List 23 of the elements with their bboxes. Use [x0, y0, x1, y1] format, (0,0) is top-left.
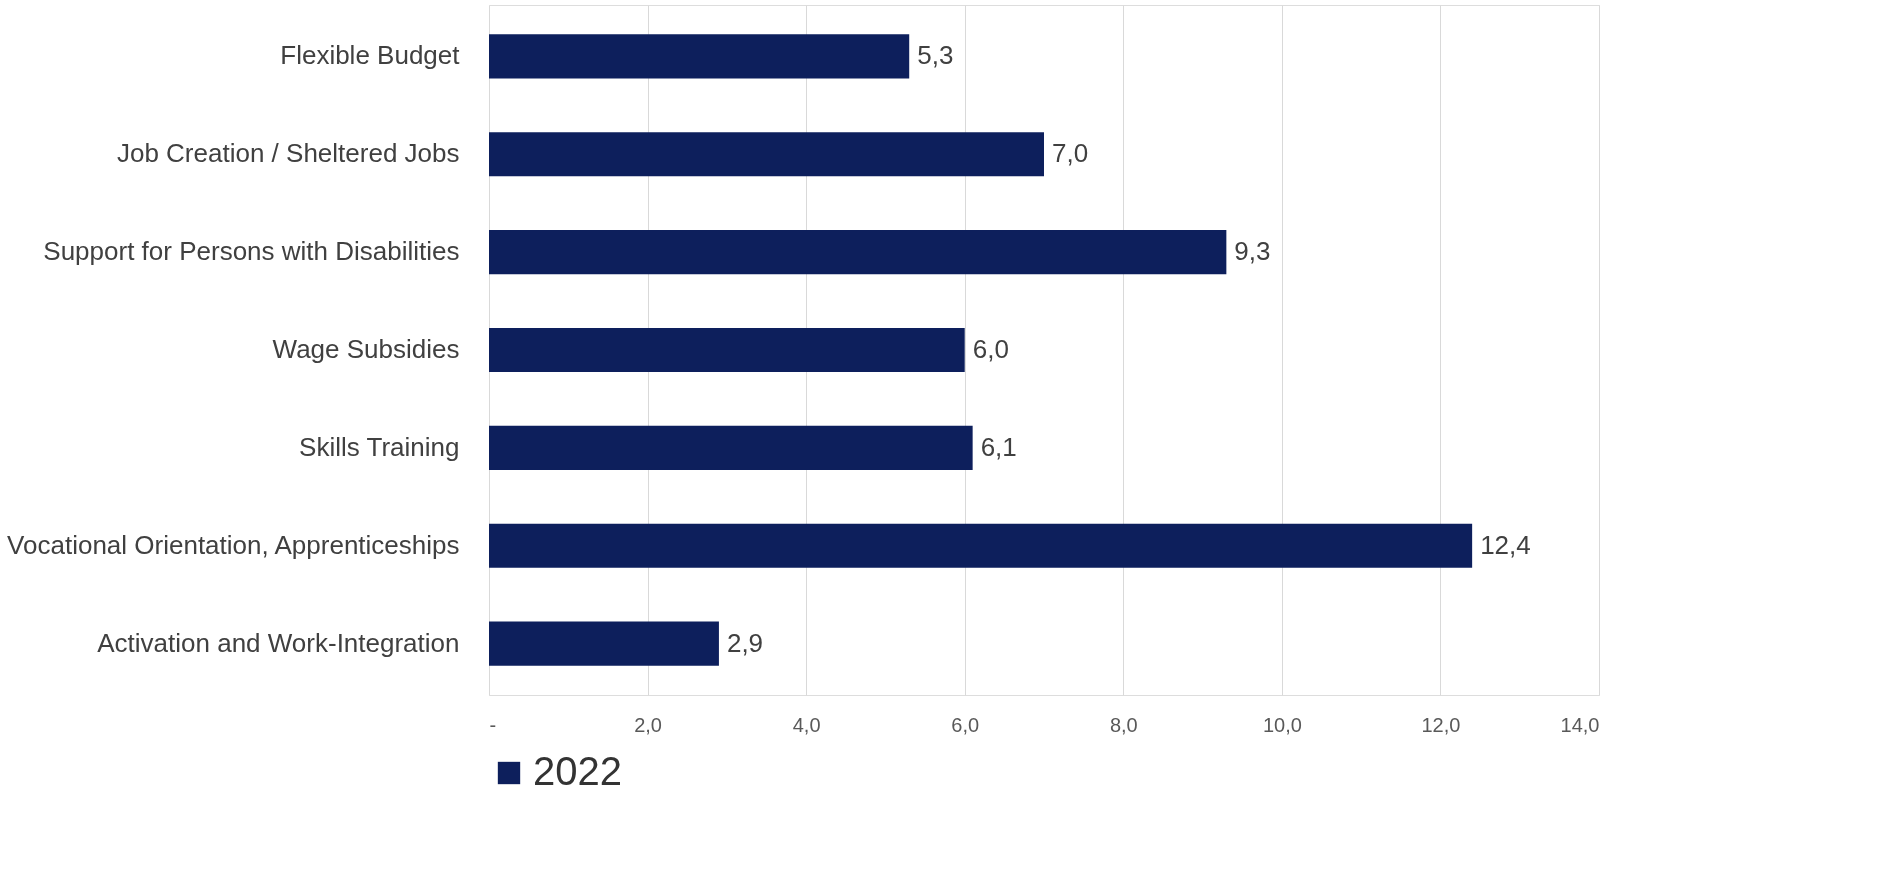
x-tick-label: 2,0	[634, 713, 662, 736]
x-tick-label: 8,0	[1109, 713, 1138, 736]
y-tick-label: Flexible Budget	[280, 40, 461, 71]
x-tick-label: 6,0	[951, 713, 980, 736]
data-label: 2,9	[726, 627, 764, 658]
data-label: 12,4	[1480, 529, 1531, 560]
y-tick-label: Vocational Orientation, Apprenticeships	[7, 529, 460, 560]
data-label: 5,3	[917, 40, 954, 71]
x-tick-label: 12,0	[1421, 713, 1461, 736]
data-label: 7,0	[1052, 138, 1089, 169]
x-tick-label: 4,0	[792, 713, 821, 736]
data-label: 6,1	[980, 431, 1017, 462]
y-tick-label: Activation and Work-Integration	[97, 627, 460, 658]
x-tick-label: 14,0	[1560, 713, 1600, 736]
legend-label: 2022	[533, 749, 622, 793]
y-tick-label: Wage Subsidies	[272, 334, 460, 364]
y-tick-label: Skills Training	[299, 431, 460, 462]
y-tick-label: Support for Persons with Disabilities	[43, 236, 460, 267]
x-tick-label: 10,0	[1262, 713, 1302, 736]
y-tick-label: Job Creation / Sheltered Jobs	[116, 138, 460, 169]
x-tick-label: -	[489, 713, 497, 736]
data-label: 6,0	[972, 334, 1009, 364]
data-label: 9,3	[1234, 236, 1271, 267]
